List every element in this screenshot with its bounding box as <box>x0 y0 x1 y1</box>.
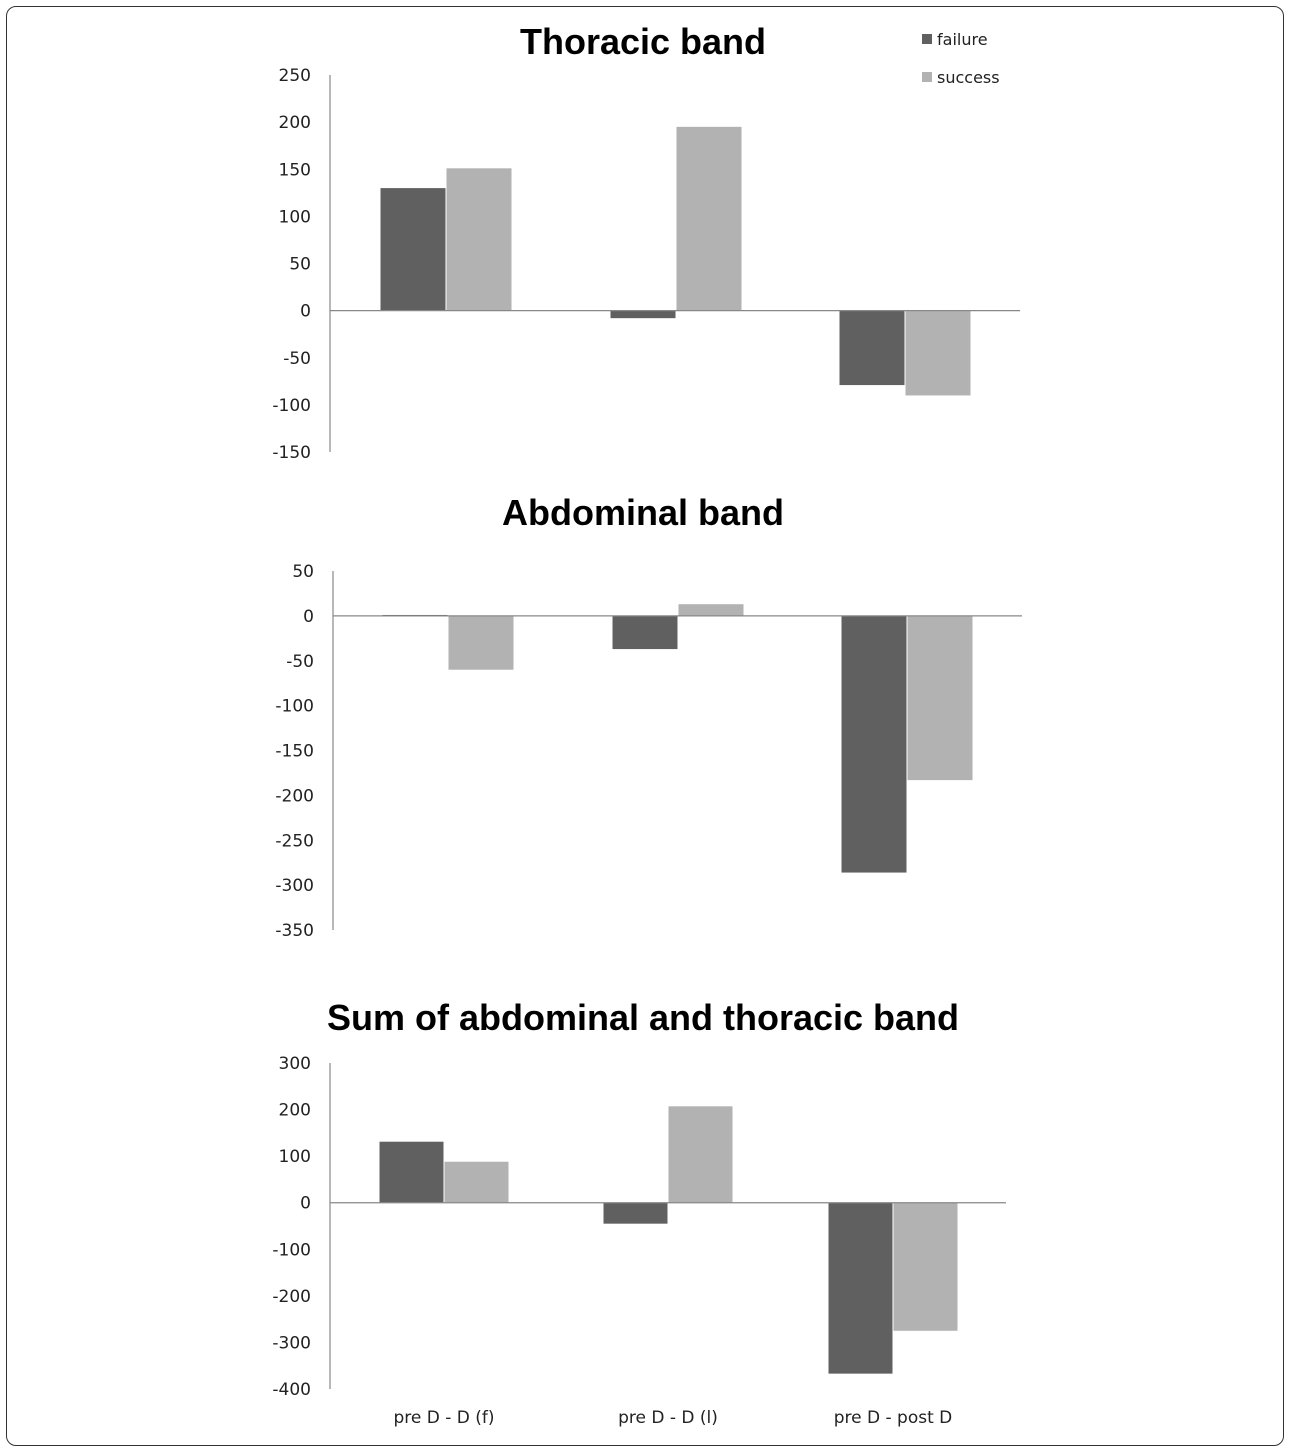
bar-success <box>446 168 512 311</box>
y-tick-label: -150 <box>272 443 311 463</box>
legend-swatch-success <box>922 72 932 82</box>
y-tick-label: 150 <box>279 160 311 180</box>
bar-failure <box>612 615 678 650</box>
x-category-label: pre D - D (l) <box>618 1408 718 1428</box>
bar-failure <box>828 1202 893 1374</box>
bar-success <box>448 615 514 670</box>
legend-label-success: success <box>937 68 1000 87</box>
y-tick-label: 300 <box>279 1054 311 1074</box>
bar-failure <box>610 310 676 319</box>
y-tick-label: -50 <box>283 349 311 369</box>
y-tick-label: 0 <box>300 1194 311 1214</box>
bar-failure <box>379 1141 444 1203</box>
bar-success <box>893 1202 958 1331</box>
y-tick-label: -200 <box>275 786 314 806</box>
legend-label-failure: failure <box>937 30 988 49</box>
y-tick-label: 0 <box>300 302 311 322</box>
bar-success <box>678 604 744 616</box>
chart-title: Abdominal band <box>502 492 784 533</box>
bar-failure <box>380 188 446 311</box>
y-tick-label: -300 <box>272 1333 311 1353</box>
y-tick-label: -350 <box>275 921 314 941</box>
y-tick-label: 100 <box>279 207 311 227</box>
y-tick-label: 50 <box>289 255 311 275</box>
bar-success <box>668 1106 733 1203</box>
bar-success <box>905 310 971 396</box>
bar-success <box>444 1161 509 1203</box>
y-tick-label: -50 <box>286 652 314 672</box>
y-tick-label: -200 <box>272 1287 311 1307</box>
y-tick-label: 200 <box>279 113 311 133</box>
bar-failure <box>839 310 905 386</box>
x-category-label: pre D - post D <box>834 1408 953 1428</box>
y-tick-label: 250 <box>279 66 311 86</box>
legend-swatch-failure <box>922 34 932 44</box>
y-tick-label: 0 <box>303 607 314 627</box>
chart-title: Sum of abdominal and thoracic band <box>327 997 959 1038</box>
x-category-label: pre D - D (f) <box>393 1408 494 1428</box>
bar-failure <box>603 1202 668 1224</box>
chart-title: Thoracic band <box>520 21 766 62</box>
y-tick-label: -100 <box>275 697 314 717</box>
y-tick-label: 100 <box>279 1147 311 1167</box>
y-tick-label: -100 <box>272 396 311 416</box>
y-tick-label: 200 <box>279 1101 311 1121</box>
y-tick-label: -300 <box>275 876 314 896</box>
y-tick-label: 50 <box>292 562 314 582</box>
bar-success <box>907 615 973 781</box>
y-tick-label: -100 <box>272 1240 311 1260</box>
bar-failure <box>841 615 907 873</box>
y-tick-label: -150 <box>275 742 314 762</box>
y-tick-label: -400 <box>272 1380 311 1400</box>
bar-success <box>676 126 742 311</box>
y-tick-label: -250 <box>275 831 314 851</box>
